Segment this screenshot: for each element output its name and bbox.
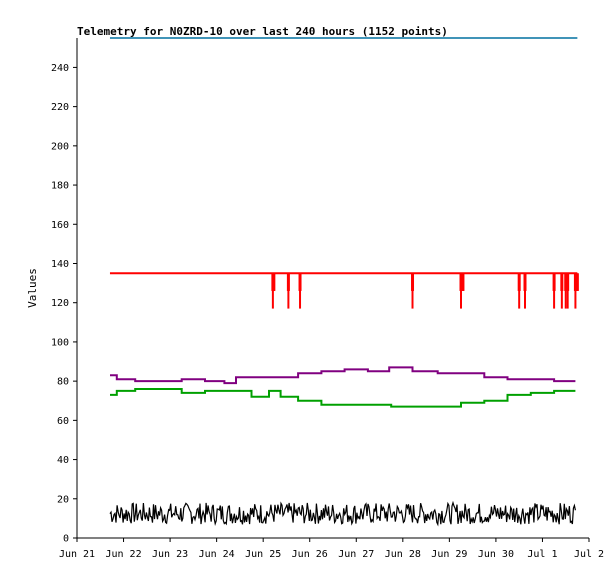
series-red-spike	[459, 273, 463, 309]
x-tick-label: Jun 24	[199, 549, 235, 560]
series-red-spike	[517, 273, 521, 309]
y-tick-label: 40	[57, 455, 69, 466]
x-tick-label: Jun 21	[59, 549, 95, 560]
series-red-spike	[560, 273, 564, 309]
series-red-spike	[272, 273, 276, 291]
x-tick-label: Jul 2	[574, 549, 604, 560]
y-tick-label: 240	[51, 63, 69, 74]
x-tick-label: Jun 30	[478, 549, 514, 560]
y-tick-label: 80	[57, 377, 69, 388]
y-tick-label: 0	[63, 534, 69, 545]
series-red-spike	[575, 273, 579, 291]
axes-layer: 0 20 40 60 80 100 120 140 160 180 200 220 240 Jun 21 J…	[51, 38, 604, 560]
series-black-line	[109, 500, 576, 527]
x-tick-label: Jun 22	[105, 549, 141, 560]
x-tick-label: Jul 1	[527, 549, 557, 560]
series-red-spike	[564, 273, 568, 309]
y-tick-label: 200	[51, 141, 69, 152]
x-tick-label: Jun 26	[292, 549, 328, 560]
y-tick-label: 160	[51, 220, 69, 231]
y-tick-label: 140	[51, 259, 69, 270]
series-red-spike	[461, 273, 465, 291]
series-red-spike	[552, 273, 556, 309]
x-tick-label: Jun 25	[245, 549, 281, 560]
series-red-spike	[573, 273, 577, 309]
series-green-line	[110, 388, 576, 408]
chart-title: Telemetry for N0ZRD-10 over last 240 hou…	[77, 25, 448, 38]
x-tick-label: Jun 29	[431, 549, 467, 560]
series-red-spike	[411, 273, 415, 309]
y-tick-label: 120	[51, 298, 69, 309]
y-tick-label: 60	[57, 416, 69, 427]
y-tick-label: 220	[51, 102, 69, 113]
series-red-spike	[286, 273, 290, 309]
x-tick-label: Jun 28	[385, 549, 421, 560]
x-tick-label: Jun 23	[152, 549, 188, 560]
series-layer	[109, 37, 579, 527]
y-tick-label: 100	[51, 337, 69, 348]
series-purple-line	[110, 366, 576, 385]
y-tick-label: 180	[51, 181, 69, 192]
y-axis-label: Values	[26, 268, 39, 308]
series-red-spike	[566, 273, 570, 309]
y-tick-label: 20	[57, 494, 69, 505]
x-tick-label: Jun 27	[338, 549, 374, 560]
series-red-spike	[523, 273, 527, 309]
series-red-spike	[298, 273, 302, 309]
